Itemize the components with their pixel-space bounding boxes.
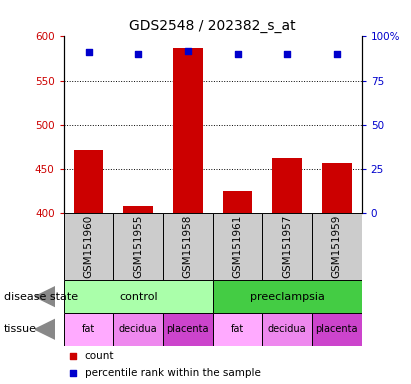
Text: GSM151958: GSM151958 — [183, 215, 193, 278]
Text: decidua: decidua — [268, 324, 307, 334]
Text: GSM151960: GSM151960 — [83, 215, 94, 278]
Text: fat: fat — [82, 324, 95, 334]
Text: percentile rank within the sample: percentile rank within the sample — [85, 368, 261, 378]
Bar — [213, 313, 262, 346]
Text: GSM151961: GSM151961 — [233, 215, 242, 278]
Point — [135, 51, 141, 57]
Bar — [123, 206, 153, 213]
Point — [85, 49, 92, 55]
Text: tissue: tissue — [4, 324, 37, 334]
Text: count: count — [85, 351, 114, 361]
Text: GSM151959: GSM151959 — [332, 215, 342, 278]
Bar — [113, 213, 163, 280]
Point — [69, 370, 76, 376]
Title: GDS2548 / 202382_s_at: GDS2548 / 202382_s_at — [129, 19, 296, 33]
Text: preeclampsia: preeclampsia — [250, 291, 325, 302]
Point — [185, 48, 191, 54]
Polygon shape — [35, 286, 55, 307]
Bar — [163, 313, 213, 346]
Text: placenta: placenta — [316, 324, 358, 334]
Bar — [262, 313, 312, 346]
Point — [284, 51, 291, 57]
Point — [234, 51, 241, 57]
Bar — [74, 149, 104, 213]
Text: decidua: decidua — [119, 324, 157, 334]
Text: fat: fat — [231, 324, 244, 334]
Bar — [163, 213, 213, 280]
Bar — [312, 213, 362, 280]
Bar — [64, 313, 113, 346]
Bar — [213, 213, 262, 280]
Bar — [322, 163, 352, 213]
Bar — [173, 48, 203, 213]
Bar — [223, 191, 252, 213]
Text: GSM151955: GSM151955 — [133, 215, 143, 278]
Text: control: control — [119, 291, 157, 302]
Text: placenta: placenta — [166, 324, 209, 334]
Point — [69, 353, 76, 359]
Bar — [64, 213, 113, 280]
Text: disease state: disease state — [4, 291, 78, 302]
Bar — [113, 313, 163, 346]
Bar — [312, 313, 362, 346]
Polygon shape — [35, 319, 55, 339]
Bar — [213, 280, 362, 313]
Point — [334, 51, 340, 57]
Bar — [272, 158, 302, 213]
Bar — [64, 280, 213, 313]
Text: GSM151957: GSM151957 — [282, 215, 292, 278]
Bar — [262, 213, 312, 280]
